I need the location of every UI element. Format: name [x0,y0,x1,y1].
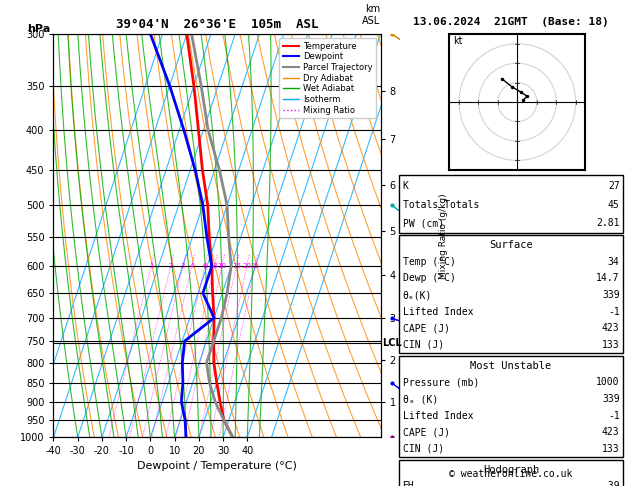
Text: kt: kt [454,36,463,46]
Text: 339: 339 [602,394,620,404]
Text: Lifted Index: Lifted Index [403,411,473,420]
Text: km
ASL: km ASL [362,4,381,26]
Text: 1000: 1000 [596,378,620,387]
Text: 20: 20 [242,263,251,269]
Text: LCL: LCL [382,338,401,348]
Text: 15: 15 [232,263,241,269]
Text: CIN (J): CIN (J) [403,340,443,349]
Text: 2: 2 [169,263,173,269]
Text: 3: 3 [181,263,185,269]
Text: CAPE (J): CAPE (J) [403,323,450,333]
Text: 423: 423 [602,323,620,333]
Text: -39: -39 [602,482,620,486]
Text: Lifted Index: Lifted Index [403,307,473,316]
Text: 13.06.2024  21GMT  (Base: 18): 13.06.2024 21GMT (Base: 18) [413,17,609,27]
Text: PW (cm): PW (cm) [403,218,443,228]
Text: EH: EH [403,482,415,486]
Text: 1: 1 [149,263,153,269]
Text: Pressure (mb): Pressure (mb) [403,378,479,387]
Text: Totals Totals: Totals Totals [403,200,479,209]
Text: 339: 339 [602,290,620,300]
Text: 133: 133 [602,444,620,453]
Title: 39°04'N  26°36'E  105m  ASL: 39°04'N 26°36'E 105m ASL [116,18,318,32]
Text: CAPE (J): CAPE (J) [403,427,450,437]
Text: Mixing Ratio (g/kg): Mixing Ratio (g/kg) [440,193,448,278]
Text: Surface: Surface [489,241,533,250]
Text: 27: 27 [608,181,620,191]
Text: 25: 25 [251,263,259,269]
Text: 45: 45 [608,200,620,209]
Text: K: K [403,181,408,191]
Text: 4: 4 [189,263,194,269]
Text: CIN (J): CIN (J) [403,444,443,453]
Text: -1: -1 [608,307,620,316]
Text: Most Unstable: Most Unstable [470,361,552,371]
Text: 14.7: 14.7 [596,274,620,283]
Text: 423: 423 [602,427,620,437]
Text: 6: 6 [203,263,207,269]
Text: Dewp (°C): Dewp (°C) [403,274,455,283]
Text: 10: 10 [218,263,226,269]
Text: Temp (°C): Temp (°C) [403,257,455,267]
X-axis label: Dewpoint / Temperature (°C): Dewpoint / Temperature (°C) [137,461,297,470]
Legend: Temperature, Dewpoint, Parcel Trajectory, Dry Adiabat, Wet Adiabat, Isotherm, Mi: Temperature, Dewpoint, Parcel Trajectory… [279,38,376,118]
Text: © weatheronline.co.uk: © weatheronline.co.uk [449,469,573,479]
Text: θₑ (K): θₑ (K) [403,394,438,404]
Text: θₑ(K): θₑ(K) [403,290,432,300]
Text: 133: 133 [602,340,620,349]
Text: 2.81: 2.81 [596,218,620,228]
Text: 8: 8 [212,263,216,269]
Text: Hodograph: Hodograph [483,465,539,475]
Text: -1: -1 [608,411,620,420]
Text: 34: 34 [608,257,620,267]
Text: hPa: hPa [27,24,50,34]
